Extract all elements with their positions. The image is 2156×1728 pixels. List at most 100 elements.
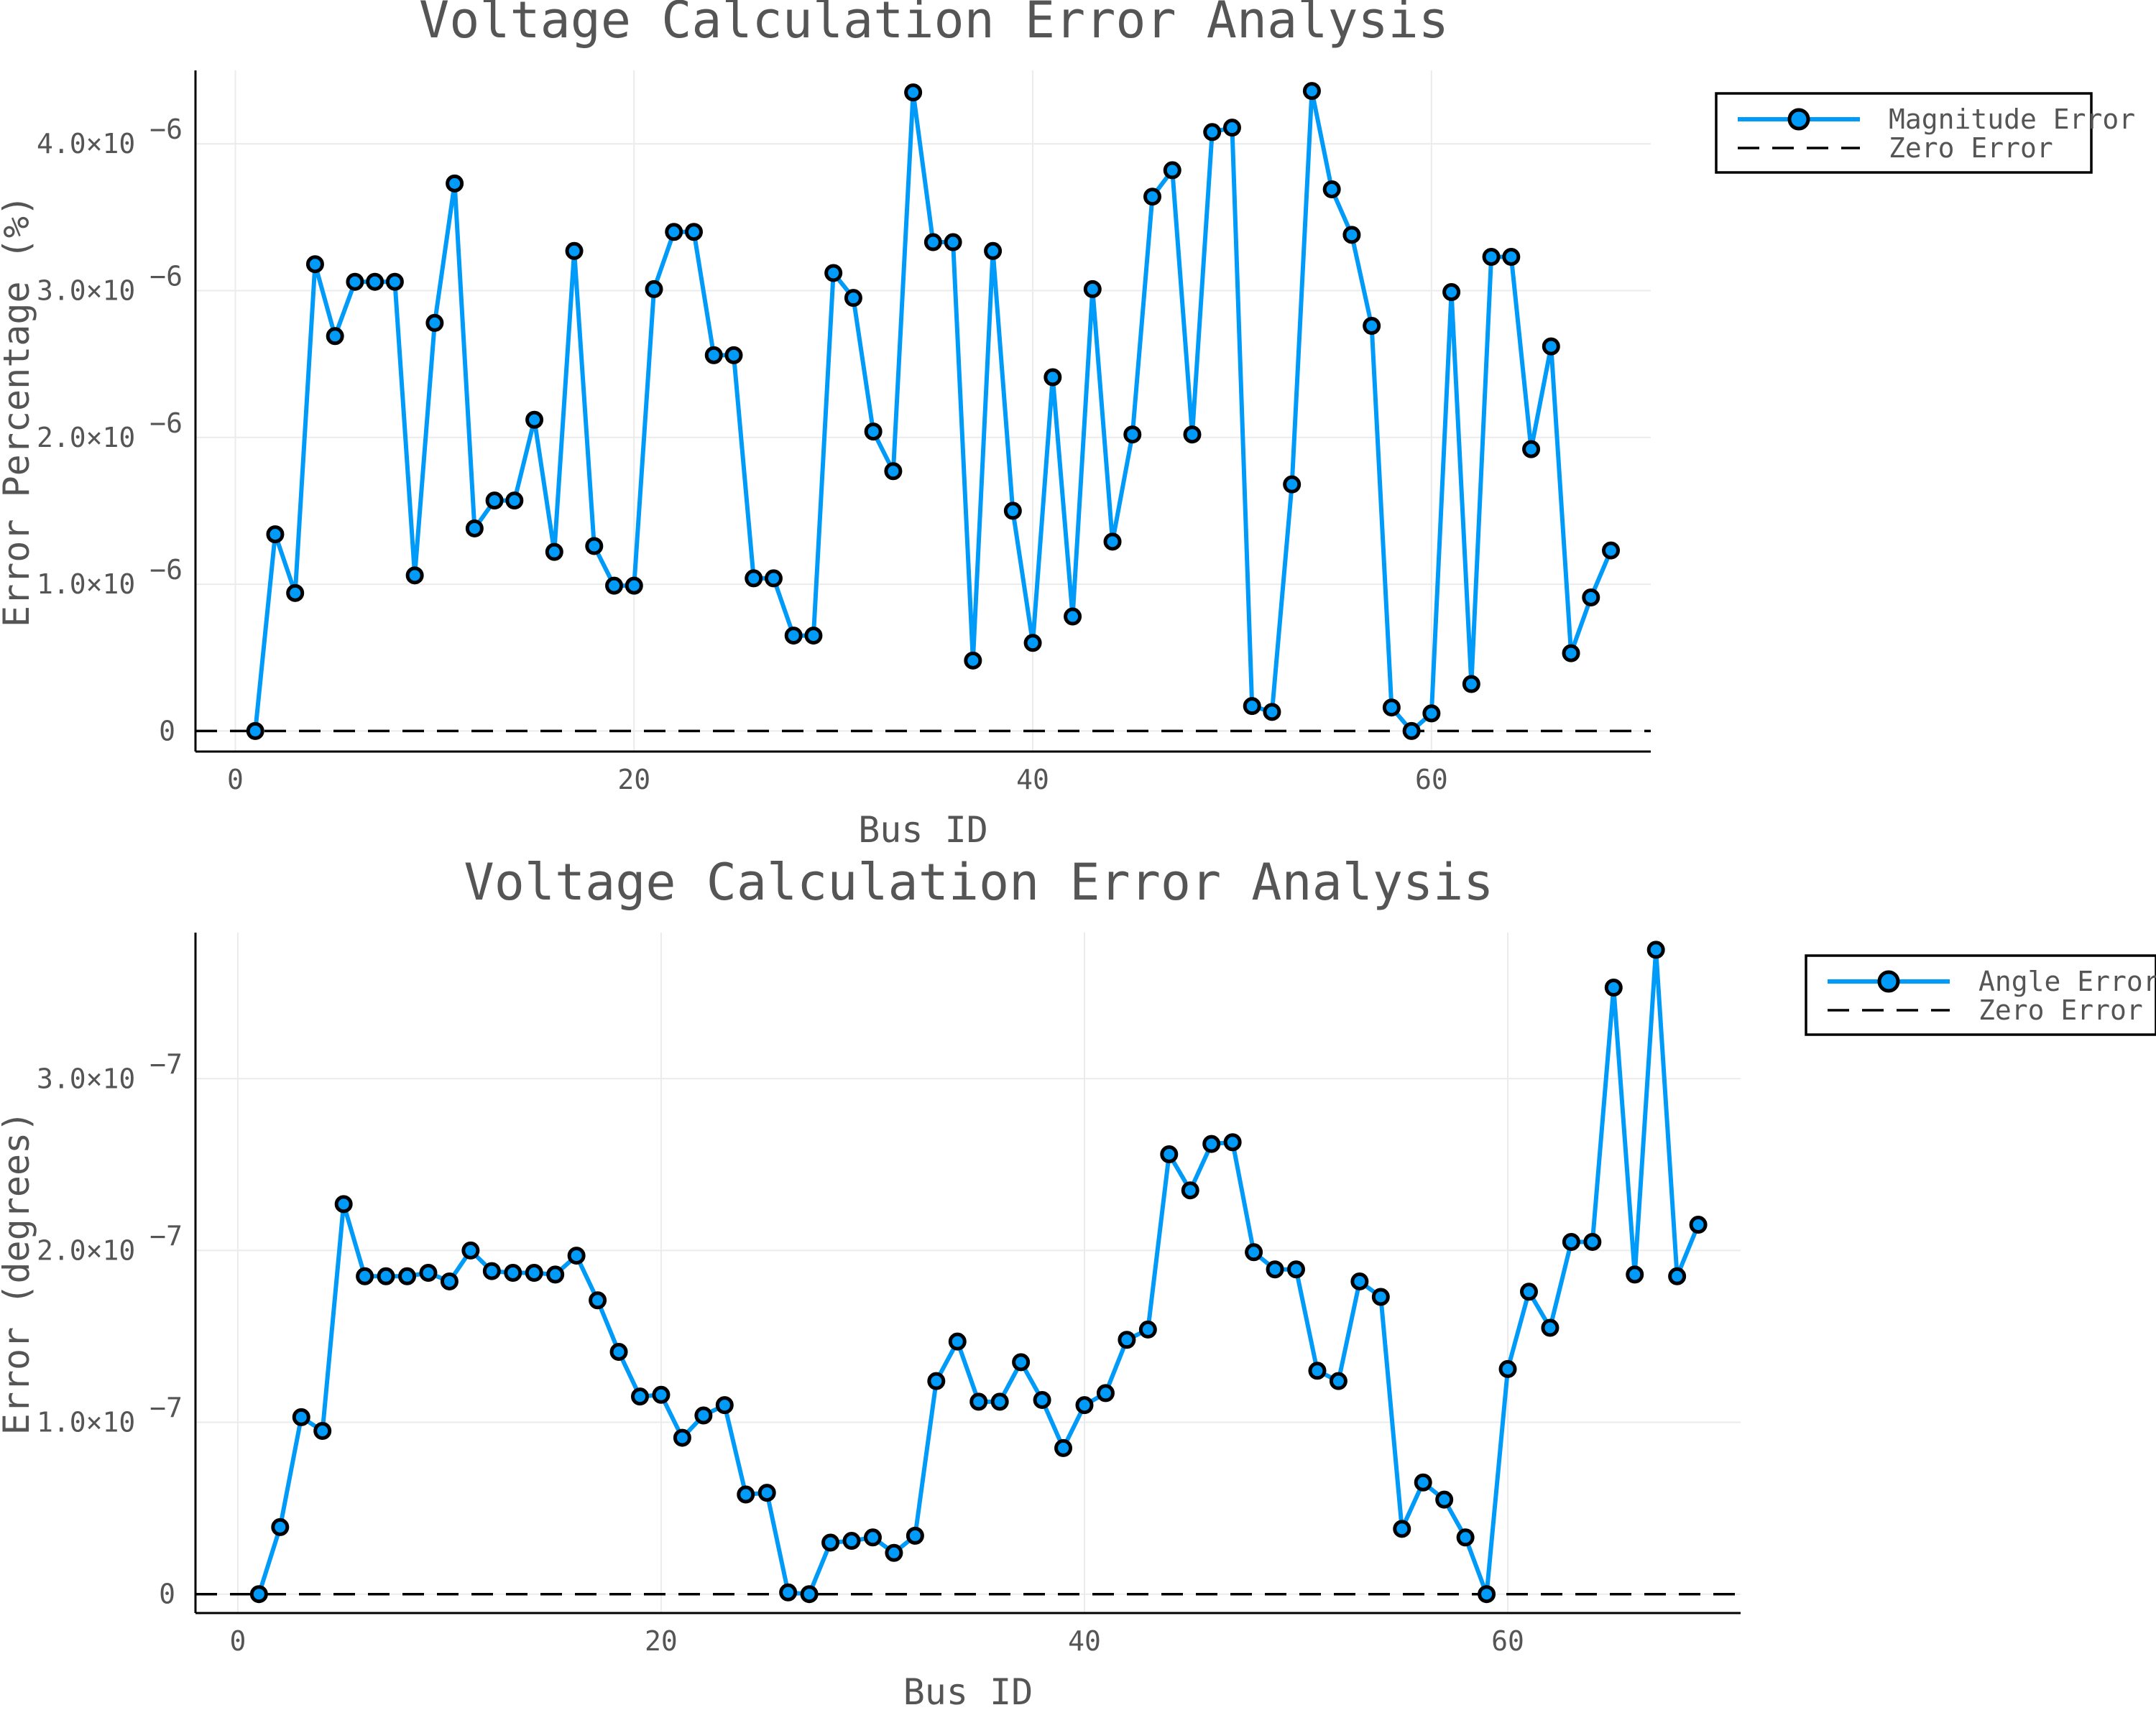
- y-tick-label: 1.0×10: [37, 1407, 135, 1438]
- data-point: [1329, 1372, 1348, 1390]
- data-point: [824, 264, 843, 282]
- data-point: [884, 462, 903, 481]
- data-point: [625, 576, 643, 595]
- legend-label: Magnitude Error: [1889, 103, 2135, 135]
- x-tick-label: 20: [645, 1625, 678, 1657]
- data-point: [286, 583, 305, 602]
- data-point: [589, 1291, 607, 1310]
- data-point: [904, 83, 923, 102]
- data-point: [842, 1532, 861, 1551]
- x-tick-label: 60: [1491, 1625, 1524, 1657]
- data-point: [1604, 979, 1623, 997]
- data-point: [1382, 698, 1401, 717]
- data-point: [964, 651, 982, 670]
- data-point: [440, 1272, 459, 1290]
- data-point: [864, 422, 883, 441]
- data-point: [1541, 1318, 1560, 1337]
- legend-swatch-marker: [1877, 970, 1900, 993]
- x-tick-label: 20: [617, 764, 650, 795]
- data-point: [1202, 1135, 1221, 1153]
- data-point: [1582, 588, 1600, 606]
- data-point: [1646, 941, 1665, 959]
- data-point: [334, 1195, 353, 1214]
- data-point: [984, 241, 1003, 260]
- y-tick-exponent: −7: [149, 1048, 183, 1080]
- data-point: [1422, 704, 1441, 723]
- data-point: [585, 537, 604, 555]
- data-point: [405, 566, 424, 585]
- data-point: [1542, 337, 1560, 356]
- legend-label: Angle Error: [1978, 966, 2156, 997]
- data-point: [684, 223, 703, 241]
- data-point: [715, 1396, 734, 1415]
- data-point: [645, 279, 663, 298]
- data-point: [1302, 82, 1321, 101]
- data-point: [385, 272, 404, 291]
- data-point: [990, 1392, 1009, 1411]
- data-point: [784, 627, 803, 645]
- data-point: [1498, 1359, 1517, 1378]
- data-point: [1003, 502, 1022, 520]
- data-point: [724, 346, 743, 364]
- y-tick-label: 3.0×10: [37, 1063, 135, 1094]
- data-point: [1138, 1320, 1157, 1339]
- y-tick-label: 4.0×10: [37, 128, 135, 160]
- data-point: [485, 491, 504, 510]
- data-point: [249, 1585, 268, 1604]
- data-point: [764, 569, 783, 588]
- data-point: [1462, 675, 1480, 693]
- data-point: [246, 721, 264, 740]
- data-point: [1287, 1260, 1306, 1279]
- series-line: [257, 947, 1700, 1597]
- legend-label: Zero Error: [1889, 132, 2053, 164]
- y-axis-label: Error Percentage (%): [0, 195, 37, 627]
- data-point: [1183, 425, 1202, 444]
- data-point: [844, 289, 862, 308]
- x-axis-label: Bus ID: [903, 1671, 1033, 1713]
- legend-swatch-marker: [1787, 108, 1810, 131]
- data-point: [1083, 279, 1102, 298]
- data-point: [1023, 634, 1042, 652]
- y-tick-label: 3.0×10: [37, 274, 135, 306]
- data-point: [525, 1264, 543, 1282]
- data-point: [546, 1265, 565, 1284]
- y-tick-label: 0: [159, 1579, 175, 1610]
- data-point: [863, 1528, 882, 1547]
- data-point: [1283, 475, 1302, 494]
- data-point: [567, 1247, 586, 1265]
- data-point: [1583, 1232, 1602, 1251]
- data-point: [1519, 1283, 1538, 1301]
- y-tick-exponent: −7: [149, 1220, 183, 1252]
- data-point: [1502, 247, 1521, 266]
- x-tick-label: 0: [229, 1625, 246, 1657]
- data-point: [504, 1264, 522, 1282]
- data-point: [1350, 1272, 1369, 1290]
- data-point: [313, 1422, 332, 1441]
- data-point: [525, 410, 544, 429]
- data-point: [804, 627, 823, 645]
- data-point: [609, 1343, 628, 1362]
- data-point: [1402, 721, 1421, 740]
- data-point: [1456, 1528, 1475, 1547]
- data-point: [1103, 532, 1122, 551]
- data-point: [1096, 1384, 1115, 1403]
- data-point: [505, 491, 524, 510]
- data-point: [1363, 317, 1381, 335]
- x-tick-label: 0: [227, 764, 244, 795]
- y-tick-exponent: −6: [149, 114, 183, 145]
- y-tick-label: 1.0×10: [37, 568, 135, 600]
- data-point: [398, 1267, 417, 1285]
- data-point: [292, 1408, 310, 1426]
- data-point: [969, 1392, 988, 1411]
- data-point: [1602, 541, 1621, 560]
- y-tick-label: 2.0×10: [37, 422, 135, 453]
- data-point: [745, 569, 763, 588]
- data-point: [545, 542, 563, 561]
- data-point: [1075, 1396, 1094, 1415]
- data-point: [1263, 703, 1281, 721]
- data-point: [1668, 1267, 1687, 1285]
- data-point: [1371, 1288, 1390, 1306]
- data-point: [1322, 180, 1341, 198]
